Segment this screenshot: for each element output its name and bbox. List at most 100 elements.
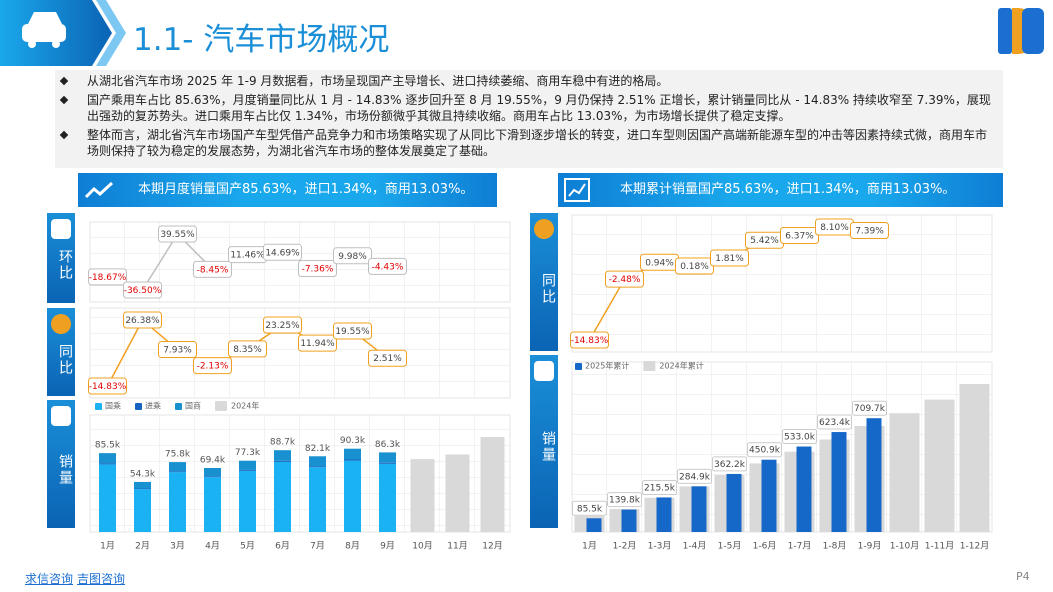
side-label: 销量: [57, 454, 73, 486]
legend-label: 2024年: [231, 401, 259, 411]
page-number: P4: [1016, 570, 1030, 583]
label-box: [677, 468, 712, 484]
legend-swatch: [643, 361, 656, 371]
data-label: -14.83%: [571, 336, 609, 346]
data-label: -4.43%: [372, 262, 404, 272]
x-tick-label: 1-11月: [925, 541, 954, 552]
label-box: [88, 268, 127, 286]
label-box: [605, 270, 644, 288]
banner: 本期月度销量国产85.63%，进口1.34%，商用13.03%。: [78, 173, 497, 207]
banner-text: 本期月度销量国产85.63%，进口1.34%，商用13.03%。: [138, 182, 474, 197]
label-box: [572, 500, 607, 516]
bar: [379, 462, 396, 464]
footer-links: 求信咨询 吉图咨询: [25, 568, 129, 587]
bar: [656, 497, 672, 532]
label-box: [607, 492, 642, 508]
legend-swatch: [135, 403, 142, 410]
bar-2024: [480, 437, 505, 532]
side-panel: 销量: [47, 400, 75, 528]
bar: [204, 477, 221, 532]
side-panel: 同比: [47, 308, 75, 396]
bullet: 整体而言，湖北省汽车市场国产车型凭借产品竞争力和市场策略实现了从同比下滑到逐步增…: [55, 127, 1003, 159]
bar: [344, 460, 361, 532]
x-tick-label: 1-8月: [823, 541, 847, 552]
header-chevron: [96, 0, 126, 66]
side-panel: 同比: [530, 213, 558, 351]
x-tick-label: 9月: [380, 541, 395, 552]
data-label: 1.81%: [715, 254, 744, 264]
bar: [204, 467, 221, 477]
x-tick-label: 1-9月: [858, 541, 882, 552]
bar: [691, 486, 707, 532]
label-box: [333, 247, 372, 265]
x-tick-label: 1-10月: [890, 541, 919, 552]
data-label: -18.67%: [89, 273, 127, 283]
trend-icon: [84, 181, 114, 199]
side-label: 同比: [57, 344, 73, 376]
total-label: 90.3k: [340, 436, 366, 446]
bar: [344, 448, 361, 460]
bar: [379, 452, 396, 463]
side-label: 同比: [540, 273, 556, 305]
label-box: [642, 479, 677, 495]
label-box: [263, 243, 302, 261]
data-label: 215.5k: [644, 483, 676, 493]
x-tick-label: 4月: [205, 541, 220, 552]
data-label: 2.51%: [373, 354, 402, 364]
total-label: 77.3k: [235, 448, 261, 458]
legend-swatch: [575, 363, 582, 370]
data-label: 11.94%: [300, 339, 335, 349]
label-box: [193, 260, 232, 278]
footer-link[interactable]: 求信咨询: [25, 572, 74, 586]
legend-label: 国商: [185, 401, 201, 411]
x-tick-label: 10月: [412, 541, 432, 552]
bar: [309, 456, 326, 467]
x-tick-label: 12月: [482, 541, 502, 552]
label-box: [852, 400, 887, 416]
icon: [51, 219, 71, 239]
bar: [761, 459, 777, 532]
bar: [169, 462, 186, 472]
legend-swatch: [95, 403, 102, 410]
label-box: [263, 316, 302, 334]
bar: [239, 469, 256, 471]
bar: [379, 463, 396, 532]
label-box: [228, 340, 267, 358]
bar: [169, 472, 186, 532]
bar: [621, 509, 637, 532]
data-label: 450.9k: [749, 446, 781, 456]
bar-2024: [410, 459, 435, 532]
chart-icon: [564, 178, 590, 202]
legend-swatch: [215, 401, 227, 411]
label-box: [88, 377, 127, 395]
bullet: 从湖北省汽车市场 2025 年 1-9 月数据看，市场呈现国产主导增长、进口持续…: [55, 73, 1003, 89]
label-box: [158, 341, 197, 359]
data-label: 9.98%: [338, 252, 367, 262]
label-box: [298, 260, 337, 278]
data-label: 8.10%: [820, 223, 849, 233]
legend-label: 2025年累计: [585, 361, 629, 371]
bar: [99, 464, 116, 532]
total-label: 86.3k: [375, 440, 401, 450]
bar-2024: [959, 384, 990, 532]
data-label: 0.94%: [645, 258, 674, 268]
bar: [726, 473, 742, 532]
footer-link[interactable]: 吉图咨询: [77, 572, 126, 586]
x-tick-label: 1-12月: [960, 541, 989, 552]
bar: [134, 481, 151, 489]
label-box: [368, 257, 407, 275]
data-label: 623.4k: [819, 418, 851, 428]
data-label: 7.93%: [163, 346, 192, 356]
bar: [796, 446, 812, 532]
plot-area: [89, 414, 511, 533]
label-box: [123, 311, 162, 329]
x-tick-label: 6月: [275, 541, 290, 552]
data-label: -8.45%: [197, 265, 229, 275]
bar: [831, 432, 847, 532]
data-label: -7.36%: [302, 265, 334, 275]
bar: [204, 476, 221, 478]
data-label: -2.48%: [609, 275, 641, 285]
label-box: [850, 221, 889, 239]
